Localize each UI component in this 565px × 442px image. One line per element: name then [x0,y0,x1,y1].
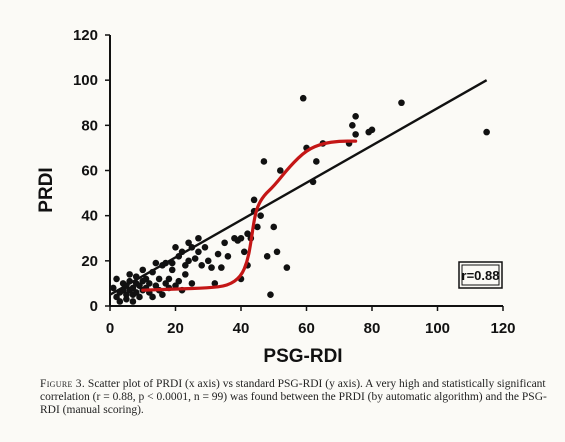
data-point [201,243,209,251]
data-point [273,248,281,256]
data-point [214,250,222,258]
data-point [129,298,137,305]
y-axis-title: PRDI [36,167,57,212]
data-point [211,280,219,287]
data-point [224,253,232,260]
data-point [221,239,228,247]
data-point [349,122,356,129]
data-point [168,266,176,274]
data-point [123,295,130,303]
y-tick-label: 120 [73,27,98,44]
data-point [237,234,245,242]
data-point [277,167,284,174]
y-tick-label: 100 [73,72,98,89]
caption-text: Scatter plot of PRDI (x axis) vs standar… [40,378,547,416]
x-axis-title: PSG-RDI [263,346,342,367]
data-point [165,275,173,283]
data-point [195,248,202,256]
data-point [283,264,291,271]
data-point [368,126,376,134]
y-tick-label: 80 [81,117,98,134]
data-point [116,298,124,305]
data-point [182,271,189,278]
data-point [172,243,179,251]
data-point [136,293,143,301]
data-point [313,158,320,165]
data-point [267,291,274,299]
data-point [218,264,225,271]
x-tick-label: 0 [106,320,114,337]
data-point [126,271,133,278]
figure-caption: Figure 3. Scatter plot of PRDI (x axis) … [40,378,555,417]
data-point [352,131,359,138]
data-point [139,266,147,274]
x-tick-label: 40 [233,320,250,337]
caption-label: Figure 3. [40,378,86,390]
data-point [155,275,163,283]
data-point [159,291,166,299]
fitted-curve [141,139,358,292]
x-tick-label: 20 [167,320,184,337]
data-point [260,158,268,165]
data-point [204,257,212,265]
x-tick-label: 60 [298,320,315,337]
x-tick-label: 120 [490,320,515,337]
data-point [113,275,120,283]
data-point [149,293,156,301]
data-point [185,257,192,265]
x-tick-label: 80 [364,320,381,337]
data-point [263,253,271,260]
data-point [198,262,205,269]
data-point [240,248,248,256]
data-point [195,234,202,242]
data-point [299,94,307,102]
correlation-box [458,261,503,289]
data-point [188,280,196,287]
y-tick-label: 60 [81,163,98,180]
x-tick-label: 100 [425,320,450,337]
data-point [109,284,117,292]
correlation-label: r=0.88 [462,268,500,283]
data-point [257,212,264,219]
data-point [146,280,153,287]
data-point [175,277,183,285]
data-point [250,196,258,204]
data-point [352,113,359,120]
data-point [483,128,490,136]
y-tick-label: 20 [81,253,98,270]
regression-line [109,79,488,296]
data-point [270,223,278,231]
data-point [208,264,215,271]
correlation-box-inner [461,264,500,286]
data-point [191,255,199,262]
data-point [398,99,405,107]
data-point [254,223,261,231]
y-tick-label: 40 [81,208,98,225]
y-tick-label: 0 [90,298,98,315]
data-point [152,259,160,267]
